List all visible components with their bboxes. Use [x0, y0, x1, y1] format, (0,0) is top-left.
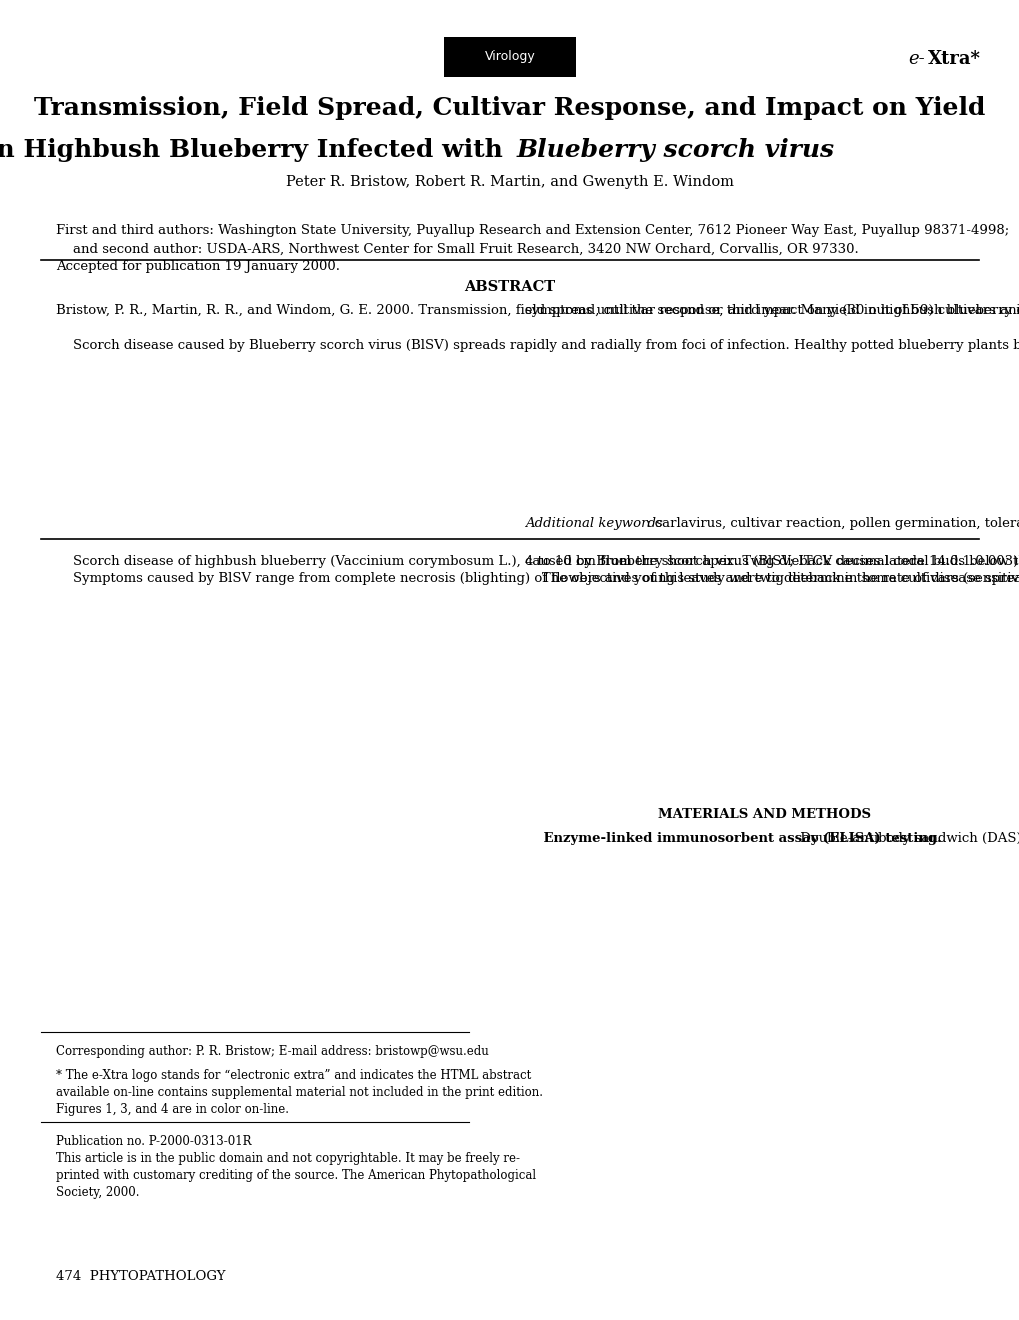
- Text: MATERIALS AND METHODS: MATERIALS AND METHODS: [658, 808, 870, 821]
- Text: Virology: Virology: [484, 50, 535, 63]
- Text: Transmission, Field Spread, Cultivar Response, and Impact on Yield: Transmission, Field Spread, Cultivar Res…: [35, 96, 984, 120]
- Text: Xtra*: Xtra*: [927, 50, 980, 69]
- Text: symptoms until the second or third year. Many (30 out of 59) cultivars and selec: symptoms until the second or third year.…: [525, 304, 1019, 352]
- Text: Additional keywords: Additional keywords: [525, 517, 662, 531]
- Text: Bristow, P. R., Martin, R. R., and Windom, G. E. 2000. Transmission, field sprea: Bristow, P. R., Martin, R. R., and Windo…: [56, 304, 1019, 351]
- Text: Enzyme-linked immunosorbent assay (ELISA) testing.: Enzyme-linked immunosorbent assay (ELISA…: [525, 832, 942, 845]
- Text: Blueberry scorch virus: Blueberry scorch virus: [516, 139, 834, 162]
- Text: 4 to 10 cm from the shoot apex. Twig dieback causes lateral buds below the point: 4 to 10 cm from the shoot apex. Twig die…: [525, 554, 1019, 585]
- Text: Peter R. Bristow, Robert R. Martin, and Gwenyth E. Windom: Peter R. Bristow, Robert R. Martin, and …: [285, 176, 734, 189]
- Text: Scorch disease of highbush blueberry (Vaccinium corymbosum L.), caused by Bluebe: Scorch disease of highbush blueberry (Va…: [56, 554, 1019, 585]
- Text: ABSTRACT: ABSTRACT: [464, 280, 555, 294]
- Text: Publication no. P-2000-0313-01R
This article is in the public domain and not cop: Publication no. P-2000-0313-01R This art…: [56, 1135, 536, 1199]
- Text: : carlavirus, cultivar reaction, pollen germination, tolerance, vector.: : carlavirus, cultivar reaction, pollen …: [645, 517, 1019, 531]
- Text: Double-antibody sandwich (DAS)-ELISA was used to detect BlSV in blueberry plants: Double-antibody sandwich (DAS)-ELISA was…: [795, 832, 1019, 845]
- Text: in Highbush Blueberry Infected with: in Highbush Blueberry Infected with: [0, 139, 512, 162]
- Text: e-: e-: [908, 50, 924, 69]
- Text: First and third authors: Washington State University, Puyallup Research and Exte: First and third authors: Washington Stat…: [56, 224, 1009, 273]
- Text: Corresponding author: P. R. Bristow; E-mail address: bristowp@wsu.edu: Corresponding author: P. R. Bristow; E-m…: [56, 1045, 488, 1059]
- Text: 474  PHYTOPATHOLOGY: 474 PHYTOPATHOLOGY: [56, 1270, 225, 1283]
- Text: * The e-Xtra logo stands for “electronic extra” and indicates the HTML abstract
: * The e-Xtra logo stands for “electronic…: [56, 1069, 542, 1117]
- FancyBboxPatch shape: [443, 37, 576, 77]
